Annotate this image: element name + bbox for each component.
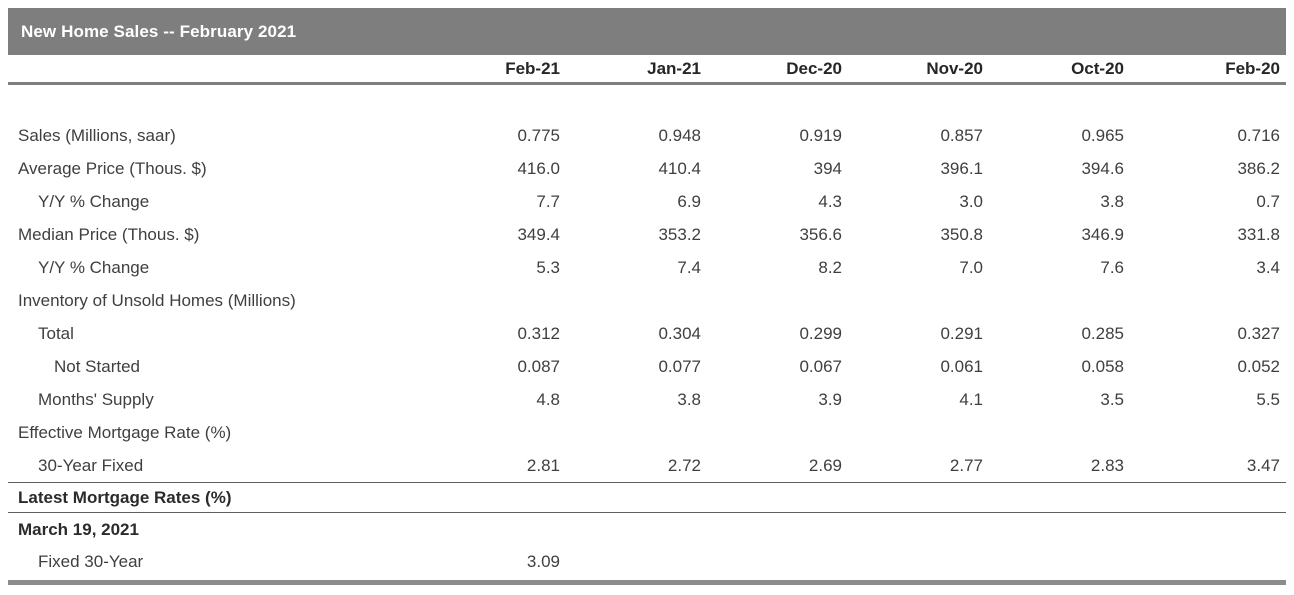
cell-value: 0.965 (1081, 125, 1124, 145)
row-label: Y/Y % Change (38, 191, 150, 211)
cell-value: 0.299 (799, 323, 842, 343)
table-row: Y/Y % Change 5.3 7.4 8.2 7.0 7.6 3.4 (8, 251, 1286, 284)
section-header-row: Latest Mortgage Rates (%) (8, 482, 1286, 513)
cell-value: 0.285 (1081, 323, 1124, 343)
cell-value: 0.857 (940, 125, 983, 145)
table-body: Sales (Millions, saar) 0.775 0.948 0.919 0.8… (8, 119, 1286, 482)
cell-value: 3.0 (959, 191, 983, 211)
cell-value: 0.775 (517, 125, 560, 145)
table-row: Effective Mortgage Rate (%) (8, 416, 1286, 449)
row-label: Months' Supply (38, 389, 154, 409)
cell-value: 2.81 (526, 455, 560, 475)
cell-value: 0.948 (658, 125, 701, 145)
table-row: Average Price (Thous. $) 416.0 410.4 394 396… (8, 152, 1286, 185)
cell-value: 3.8 (1100, 191, 1124, 211)
column-header: Jan-21 (647, 58, 701, 78)
cell-value: 3.47 (1246, 455, 1280, 475)
row-label: Fixed 30-Year (38, 552, 144, 571)
cell-value: 3.9 (818, 389, 842, 409)
cell-value: 386.2 (1237, 158, 1280, 178)
cell-value: 0.312 (517, 323, 560, 343)
cell-value: 2.69 (808, 455, 842, 475)
row-label: Inventory of Unsold Homes (Millions) (18, 290, 296, 310)
cell-value: 2.72 (667, 455, 701, 475)
table-row: Median Price (Thous. $) 349.4 353.2 356.6 35… (8, 218, 1286, 251)
cell-value: 7.4 (677, 257, 701, 277)
cell-value: 0.716 (1237, 125, 1280, 145)
column-header: Dec-20 (786, 58, 842, 78)
header-gap (8, 85, 1286, 119)
table-row: Months' Supply 4.8 3.8 3.9 4.1 3.5 5.5 (8, 383, 1286, 416)
cell-value: 410.4 (658, 158, 701, 178)
row-label: Total (38, 323, 74, 343)
column-header: Feb-20 (1225, 58, 1280, 78)
cell-value: 331.8 (1237, 224, 1280, 244)
cell-value: 7.0 (959, 257, 983, 277)
cell-value: 396.1 (940, 158, 983, 178)
cell-value: 5.3 (536, 257, 560, 277)
cell-value: 353.2 (658, 224, 701, 244)
cell-value: 0.058 (1081, 356, 1124, 376)
row-label: Median Price (Thous. $) (18, 224, 200, 244)
cell-value: 0.327 (1237, 323, 1280, 343)
cell-value: 7.7 (536, 191, 560, 211)
cell-value: 356.6 (799, 224, 842, 244)
table-row: Y/Y % Change 7.7 6.9 4.3 3.0 3.8 0.7 (8, 185, 1286, 218)
cell-value: 5.5 (1256, 389, 1280, 409)
cell-value: 0.087 (517, 356, 560, 376)
footer-body: Fixed 30-Year 3.09 (8, 546, 1286, 578)
row-label: 30-Year Fixed (38, 455, 144, 475)
section-title: Latest Mortgage Rates (%) (18, 487, 232, 507)
report-title: New Home Sales -- February 2021 (21, 22, 297, 41)
column-header: Oct-20 (1071, 58, 1124, 78)
cell-value: 3.4 (1256, 257, 1280, 277)
report-title-bar: New Home Sales -- February 2021 (8, 8, 1286, 55)
table-row: Fixed 30-Year 3.09 (8, 546, 1286, 578)
cell-value: 3.8 (677, 389, 701, 409)
date-row: March 19, 2021 (8, 513, 1286, 546)
column-header: Nov-20 (926, 58, 983, 78)
cell-value: 346.9 (1081, 224, 1124, 244)
cell-value: 394.6 (1081, 158, 1124, 178)
cell-value: 0.304 (658, 323, 701, 343)
cell-value: 349.4 (517, 224, 560, 244)
cell-value: 4.8 (536, 389, 560, 409)
bottom-rule (8, 580, 1286, 585)
cell-value: 394 (813, 158, 842, 178)
cell-value: 0.291 (940, 323, 983, 343)
cell-value: 350.8 (940, 224, 983, 244)
report-date: March 19, 2021 (18, 519, 139, 539)
cell-value: 4.3 (818, 191, 842, 211)
cell-value: 0.061 (940, 356, 983, 376)
cell-value: 0.077 (658, 356, 701, 376)
column-header: Feb-21 (505, 58, 560, 78)
table-row: Inventory of Unsold Homes (Millions) (8, 284, 1286, 317)
table-row: Sales (Millions, saar) 0.775 0.948 0.919 0.8… (8, 119, 1286, 152)
row-label: Sales (Millions, saar) (18, 125, 176, 145)
cell-value: 8.2 (818, 257, 842, 277)
cell-value: 6.9 (677, 191, 701, 211)
row-label: Effective Mortgage Rate (%) (18, 422, 232, 442)
cell-value: 0.052 (1237, 356, 1280, 376)
column-header-row: Feb-21 Jan-21 Dec-20 Nov-20 Oct-20 Feb-2… (8, 55, 1286, 85)
cell-value: 0.067 (799, 356, 842, 376)
cell-value: 2.83 (1090, 455, 1124, 475)
row-label: Average Price (Thous. $) (18, 158, 207, 178)
row-label: Not Started (54, 356, 140, 376)
cell-value: 3.09 (526, 552, 560, 571)
cell-value: 7.6 (1100, 257, 1124, 277)
table-row: Total 0.312 0.304 0.299 0.291 0.285 0.327 (8, 317, 1286, 350)
cell-value: 0.919 (799, 125, 842, 145)
row-label: Y/Y % Change (38, 257, 150, 277)
cell-value: 3.5 (1100, 389, 1124, 409)
cell-value: 0.7 (1256, 191, 1280, 211)
cell-value: 4.1 (959, 389, 983, 409)
table-row: 30-Year Fixed 2.81 2.72 2.69 2.77 2.83 3.47 (8, 449, 1286, 482)
cell-value: 416.0 (517, 158, 560, 178)
cell-value: 2.77 (949, 455, 983, 475)
table-row: Not Started 0.087 0.077 0.067 0.061 0.058 0.05… (8, 350, 1286, 383)
